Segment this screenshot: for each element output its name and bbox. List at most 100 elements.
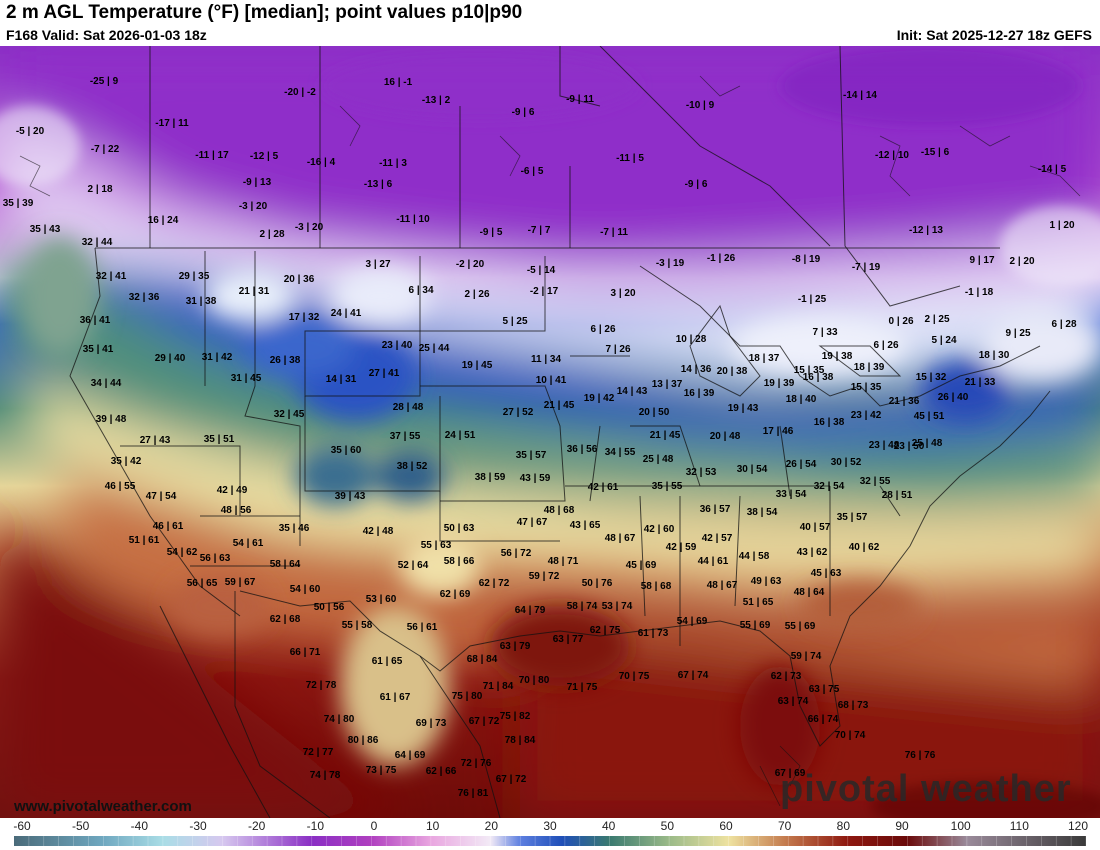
point-value-label: 68 | 73 bbox=[837, 700, 869, 711]
point-value-label: -25 | 9 bbox=[89, 76, 119, 87]
point-value-label: -8 | 19 bbox=[791, 254, 821, 265]
point-value-label: -11 | 3 bbox=[379, 158, 407, 169]
site-url[interactable]: www.pivotalweather.com bbox=[14, 798, 192, 815]
point-value-label: 16 | -1 bbox=[383, 77, 413, 88]
point-value-label: 62 | 73 bbox=[770, 671, 802, 682]
point-value-label: 53 | 60 bbox=[365, 594, 397, 605]
point-value-label: 66 | 71 bbox=[289, 647, 321, 658]
point-value-label: 63 | 79 bbox=[499, 641, 531, 652]
point-value-label: 56 | 61 bbox=[406, 622, 438, 633]
point-value-label: 20 | 48 bbox=[709, 431, 741, 442]
point-value-label: 68 | 84 bbox=[466, 654, 498, 665]
point-value-label: -11 | 10 bbox=[396, 214, 430, 225]
map-header: 2 m AGL Temperature (°F) [median]; point… bbox=[0, 0, 1100, 46]
point-value-label: 74 | 80 bbox=[323, 714, 355, 725]
point-value-label: 38 | 52 bbox=[396, 461, 428, 472]
colorbar-tick-label: 0 bbox=[370, 819, 378, 833]
point-value-label: 15 | 32 bbox=[915, 372, 947, 383]
point-value-label: 2 | 20 bbox=[1009, 256, 1035, 267]
point-value-label: 48 | 67 bbox=[604, 533, 636, 544]
colorbar: -60 -50 -40 -30 -20 -10 0 10 20 30 40 50 60 70 80 90 100… bbox=[0, 818, 1100, 850]
point-value-label: 33 | 54 bbox=[775, 489, 807, 500]
point-value-label: 54 | 60 bbox=[289, 584, 321, 595]
point-value-label: 34 | 55 bbox=[604, 447, 636, 458]
point-value-label: 35 | 43 bbox=[29, 224, 61, 235]
point-value-label: -15 | 6 bbox=[920, 147, 950, 158]
point-value-label: 48 | 64 bbox=[793, 587, 825, 598]
point-value-label: 16 | 39 bbox=[683, 388, 715, 399]
point-value-label: -5 | 20 bbox=[15, 126, 45, 137]
point-value-label: 67 | 69 bbox=[774, 768, 806, 779]
point-value-label: 29 | 40 bbox=[154, 353, 186, 364]
point-value-label: 23 | 50 bbox=[893, 441, 925, 452]
point-value-label: 67 | 74 bbox=[677, 670, 709, 681]
colorbar-tick-label: -30 bbox=[189, 819, 207, 833]
point-value-label: -1 | 25 bbox=[797, 294, 827, 305]
point-value-label: 17 | 32 bbox=[288, 312, 320, 323]
point-value-label: 1 | 20 bbox=[1049, 220, 1075, 231]
point-value-label: 13 | 37 bbox=[651, 379, 683, 390]
point-value-label: 46 | 61 bbox=[152, 521, 184, 532]
colorbar-tick-label: -60 bbox=[13, 819, 31, 833]
point-value-label: 43 | 59 bbox=[519, 473, 551, 484]
colorbar-tick-label: 120 bbox=[1067, 819, 1089, 833]
point-value-label: 15 | 35 bbox=[850, 382, 882, 393]
point-value-label: 56 | 65 bbox=[186, 578, 218, 589]
point-value-label: 42 | 57 bbox=[701, 533, 733, 544]
point-value-label: 35 | 60 bbox=[330, 445, 362, 456]
point-value-label: 42 | 59 bbox=[665, 542, 697, 553]
point-value-label: 21 | 45 bbox=[543, 400, 575, 411]
point-value-label: 2 | 18 bbox=[87, 184, 113, 195]
point-value-label: 19 | 42 bbox=[583, 393, 615, 404]
point-value-label: 30 | 52 bbox=[830, 457, 862, 468]
point-value-label: 63 | 75 bbox=[808, 684, 840, 695]
point-value-label: 45 | 51 bbox=[913, 411, 945, 422]
point-value-label: 44 | 61 bbox=[697, 556, 729, 567]
point-value-label: 7 | 33 bbox=[812, 327, 838, 338]
point-value-label: 36 | 56 bbox=[566, 444, 598, 455]
point-value-label: 19 | 45 bbox=[461, 360, 493, 371]
point-value-label: 61 | 65 bbox=[371, 656, 403, 667]
point-value-label: 37 | 55 bbox=[389, 431, 421, 442]
point-value-label: 50 | 76 bbox=[581, 578, 613, 589]
temperature-field bbox=[0, 46, 1100, 818]
point-value-label: 18 | 30 bbox=[978, 350, 1010, 361]
point-value-label: 48 | 68 bbox=[543, 505, 575, 516]
point-value-label: 55 | 69 bbox=[739, 620, 771, 631]
point-value-label: 66 | 74 bbox=[807, 714, 839, 725]
point-value-label: 25 | 48 bbox=[911, 438, 943, 449]
point-value-label: 25 | 48 bbox=[642, 454, 674, 465]
point-value-label: 71 | 84 bbox=[482, 681, 514, 692]
point-value-label: 20 | 38 bbox=[716, 366, 748, 377]
point-value-label: 51 | 65 bbox=[742, 597, 774, 608]
point-value-label: 21 | 31 bbox=[238, 286, 270, 297]
point-value-label: 32 | 41 bbox=[95, 271, 127, 282]
colorbar-tick-label: -20 bbox=[247, 819, 266, 833]
point-value-label: 20 | 50 bbox=[638, 407, 670, 418]
point-value-label: 5 | 25 bbox=[502, 316, 528, 327]
point-value-label: 39 | 43 bbox=[334, 491, 366, 502]
point-value-label: -3 | 20 bbox=[294, 222, 324, 233]
temperature-map[interactable]: pivotal weather www.pivotalweather.com -… bbox=[0, 46, 1100, 818]
point-value-label: 18 | 40 bbox=[785, 394, 817, 405]
point-value-label: 2 | 25 bbox=[924, 314, 950, 325]
point-value-label: -20 | -2 bbox=[284, 87, 316, 98]
point-value-label: -12 | 10 bbox=[875, 150, 909, 161]
point-value-label: 32 | 55 bbox=[859, 476, 891, 487]
point-value-label: 55 | 69 bbox=[784, 621, 816, 632]
colorbar-tick-label: -40 bbox=[130, 819, 148, 833]
point-value-label: -1 | 26 bbox=[706, 253, 736, 264]
point-value-label: 55 | 63 bbox=[420, 540, 452, 551]
point-value-label: 42 | 61 bbox=[587, 482, 619, 493]
point-value-label: 69 | 73 bbox=[415, 718, 447, 729]
point-value-label: 59 | 67 bbox=[224, 577, 256, 588]
point-value-label: 72 | 77 bbox=[302, 747, 334, 758]
point-value-label: 36 | 57 bbox=[699, 504, 731, 515]
point-value-label: 16 | 38 bbox=[813, 417, 845, 428]
point-value-label: 28 | 48 bbox=[392, 402, 424, 413]
point-value-label: 31 | 45 bbox=[230, 373, 262, 384]
colorbar-tick-label: 60 bbox=[719, 819, 733, 833]
point-value-label: 31 | 42 bbox=[201, 352, 233, 363]
point-value-label: 62 | 68 bbox=[269, 614, 301, 625]
point-value-label: 21 | 45 bbox=[649, 430, 681, 441]
